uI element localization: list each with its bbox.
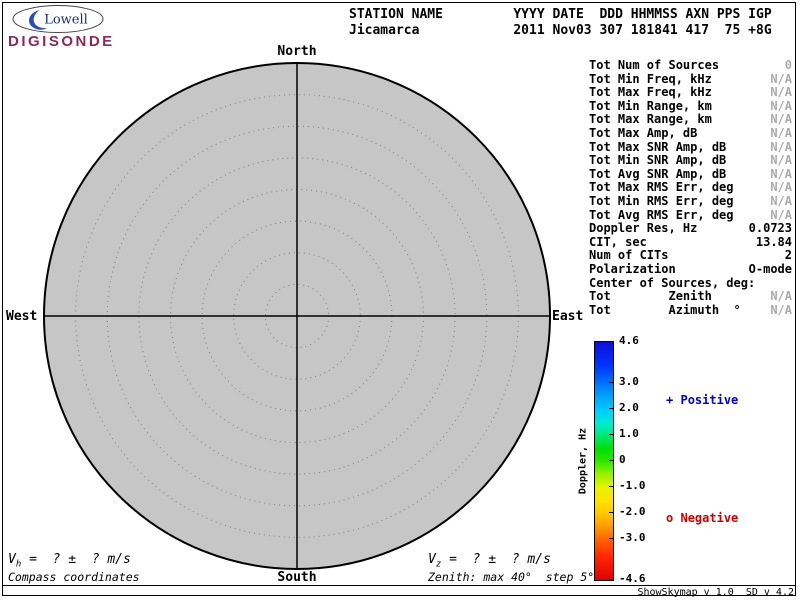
compass-label-west: West xyxy=(6,309,37,324)
legend-negative-label: Negative xyxy=(680,511,738,525)
colorbar-tick-mark xyxy=(609,512,614,513)
stat-row: Tot Avg RMS Err, deg N/A xyxy=(589,209,792,223)
stat-label: Tot Max Freq, kHz xyxy=(589,86,712,100)
app-version: ShowSkymap v 1.0 SD v 4.2 xyxy=(637,587,794,598)
stat-label: Tot Min Range, km xyxy=(589,100,712,114)
stat-row: Tot Min SNR Amp, dB N/A xyxy=(589,154,792,168)
colorbar-tick-mark xyxy=(609,382,614,383)
vz-readout: Vz = ? ± ? m/s xyxy=(428,552,551,570)
vh-value: = ? ± ? m/s xyxy=(21,552,131,567)
stat-value: N/A xyxy=(770,195,792,209)
stat-value: N/A xyxy=(770,141,792,155)
doppler-colorbar xyxy=(594,341,614,581)
colorbar-tick-mark xyxy=(609,486,614,487)
colorbar-tick-mark xyxy=(609,579,614,580)
stat-row: Center of Sources, deg: xyxy=(589,277,792,291)
stat-label: Center of Sources, deg: xyxy=(589,277,755,291)
stat-value: N/A xyxy=(770,209,792,223)
stat-label: Tot Min SNR Amp, dB xyxy=(589,154,726,168)
stat-row: Tot Num of Sources 0 xyxy=(589,59,792,73)
legend-negative: o Negative xyxy=(666,511,738,525)
stat-row: Tot Max SNR Amp, dB N/A xyxy=(589,141,792,155)
legend-positive: + Positive xyxy=(666,393,738,407)
stat-label: Num of CITs xyxy=(589,249,668,263)
stat-row: Tot Azimuth ° N/A xyxy=(589,304,792,318)
stat-row: Tot Min Range, km N/A xyxy=(589,100,792,114)
colorbar-tick-label: -2.0 xyxy=(619,506,646,518)
stat-label: Tot Max Amp, dB xyxy=(589,127,697,141)
stat-value: 13.84 xyxy=(756,236,792,250)
stat-row: Tot Min RMS Err, deg N/A xyxy=(589,195,792,209)
vh-symbol: V xyxy=(8,552,16,567)
stat-row: CIT, sec 13.84 xyxy=(589,236,792,250)
compass-label-east: East xyxy=(552,309,583,324)
stat-value: N/A xyxy=(770,73,792,87)
stat-value: N/A xyxy=(770,154,792,168)
stat-value: 0.0723 xyxy=(749,222,792,236)
stats-panel: Tot Num of Sources0Tot Min Freq, kHzN/AT… xyxy=(589,59,792,317)
stat-label: Tot Avg RMS Err, deg xyxy=(589,209,734,223)
colorbar-tick-label: -1.0 xyxy=(619,480,646,492)
colorbar-tick-label: 1.0 xyxy=(619,428,639,440)
stat-row: Doppler Res, Hz 0.0723 xyxy=(589,222,792,236)
stat-label: Tot Max SNR Amp, dB xyxy=(589,141,726,155)
compass-label-north: North xyxy=(247,44,347,59)
colorbar-tick-label: -3.0 xyxy=(619,532,646,544)
stat-label: Tot Avg SNR Amp, dB xyxy=(589,168,726,182)
stat-value: N/A xyxy=(770,127,792,141)
stat-label: Tot Zenith xyxy=(589,290,712,304)
stat-label: Doppler Res, Hz xyxy=(589,222,697,236)
stat-label: Tot Max Range, km xyxy=(589,113,712,127)
colorbar-tick-mark xyxy=(609,538,614,539)
stat-value: N/A xyxy=(770,168,792,182)
stat-value: 0 xyxy=(785,59,792,73)
stat-label: Tot Azimuth ° xyxy=(589,304,741,318)
stat-label: Tot Min Freq, kHz xyxy=(589,73,712,87)
stat-row: Tot Max RMS Err, deg N/A xyxy=(589,181,792,195)
zenith-settings-note: Zenith: max 40° step 5° xyxy=(428,570,594,584)
colorbar-tick-label: 0 xyxy=(619,454,626,466)
stat-row: Num of CITs 2 xyxy=(589,249,792,263)
stat-row: Tot Max Range, km N/A xyxy=(589,113,792,127)
colorbar-tick-label: -4.6 xyxy=(619,573,646,585)
colorbar-tick-mark xyxy=(609,460,614,461)
colorbar-title: Doppler, Hz xyxy=(578,428,589,494)
stat-value: N/A xyxy=(770,290,792,304)
legend-positive-label: Positive xyxy=(680,393,738,407)
stat-row: Tot Zenith N/A xyxy=(589,290,792,304)
vh-readout: Vh = ? ± ? m/s xyxy=(8,552,131,570)
stat-label: Tot Min RMS Err, deg xyxy=(589,195,734,209)
stat-row: Tot Min Freq, kHz N/A xyxy=(589,73,792,87)
stat-value: 2 xyxy=(785,249,792,263)
vz-symbol: V xyxy=(428,552,436,567)
colorbar-tick-label: 3.0 xyxy=(619,376,639,388)
stat-row: Tot Avg SNR Amp, dB N/A xyxy=(589,168,792,182)
stat-value: O-mode xyxy=(749,263,792,277)
stat-label: Polarization xyxy=(589,263,676,277)
stat-row: Tot Max Amp, dB N/A xyxy=(589,127,792,141)
stat-value: N/A xyxy=(770,86,792,100)
vz-value: = ? ± ? m/s xyxy=(441,552,551,567)
stat-label: Tot Num of Sources xyxy=(589,59,719,73)
stat-label: Tot Max RMS Err, deg xyxy=(589,181,734,195)
stat-value: N/A xyxy=(770,100,792,114)
coordinates-note: Compass coordinates xyxy=(8,570,140,584)
stat-value: N/A xyxy=(770,304,792,318)
stat-row: Polarization O-mode xyxy=(589,263,792,277)
colorbar-tick-mark xyxy=(609,434,614,435)
stat-label: CIT, sec xyxy=(589,236,647,250)
colorbar-tick-label: 4.6 xyxy=(619,335,639,347)
colorbar-tick-mark xyxy=(609,408,614,409)
showskymap-window: Lowell DIGISONDE STATION NAME YYYY DATE … xyxy=(0,0,800,600)
stat-value: N/A xyxy=(770,113,792,127)
colorbar-tick-mark xyxy=(609,341,614,342)
compass-label-south: South xyxy=(247,570,347,585)
stat-row: Tot Max Freq, kHz N/A xyxy=(589,86,792,100)
stat-value: N/A xyxy=(770,181,792,195)
colorbar-tick-label: 2.0 xyxy=(619,402,639,414)
